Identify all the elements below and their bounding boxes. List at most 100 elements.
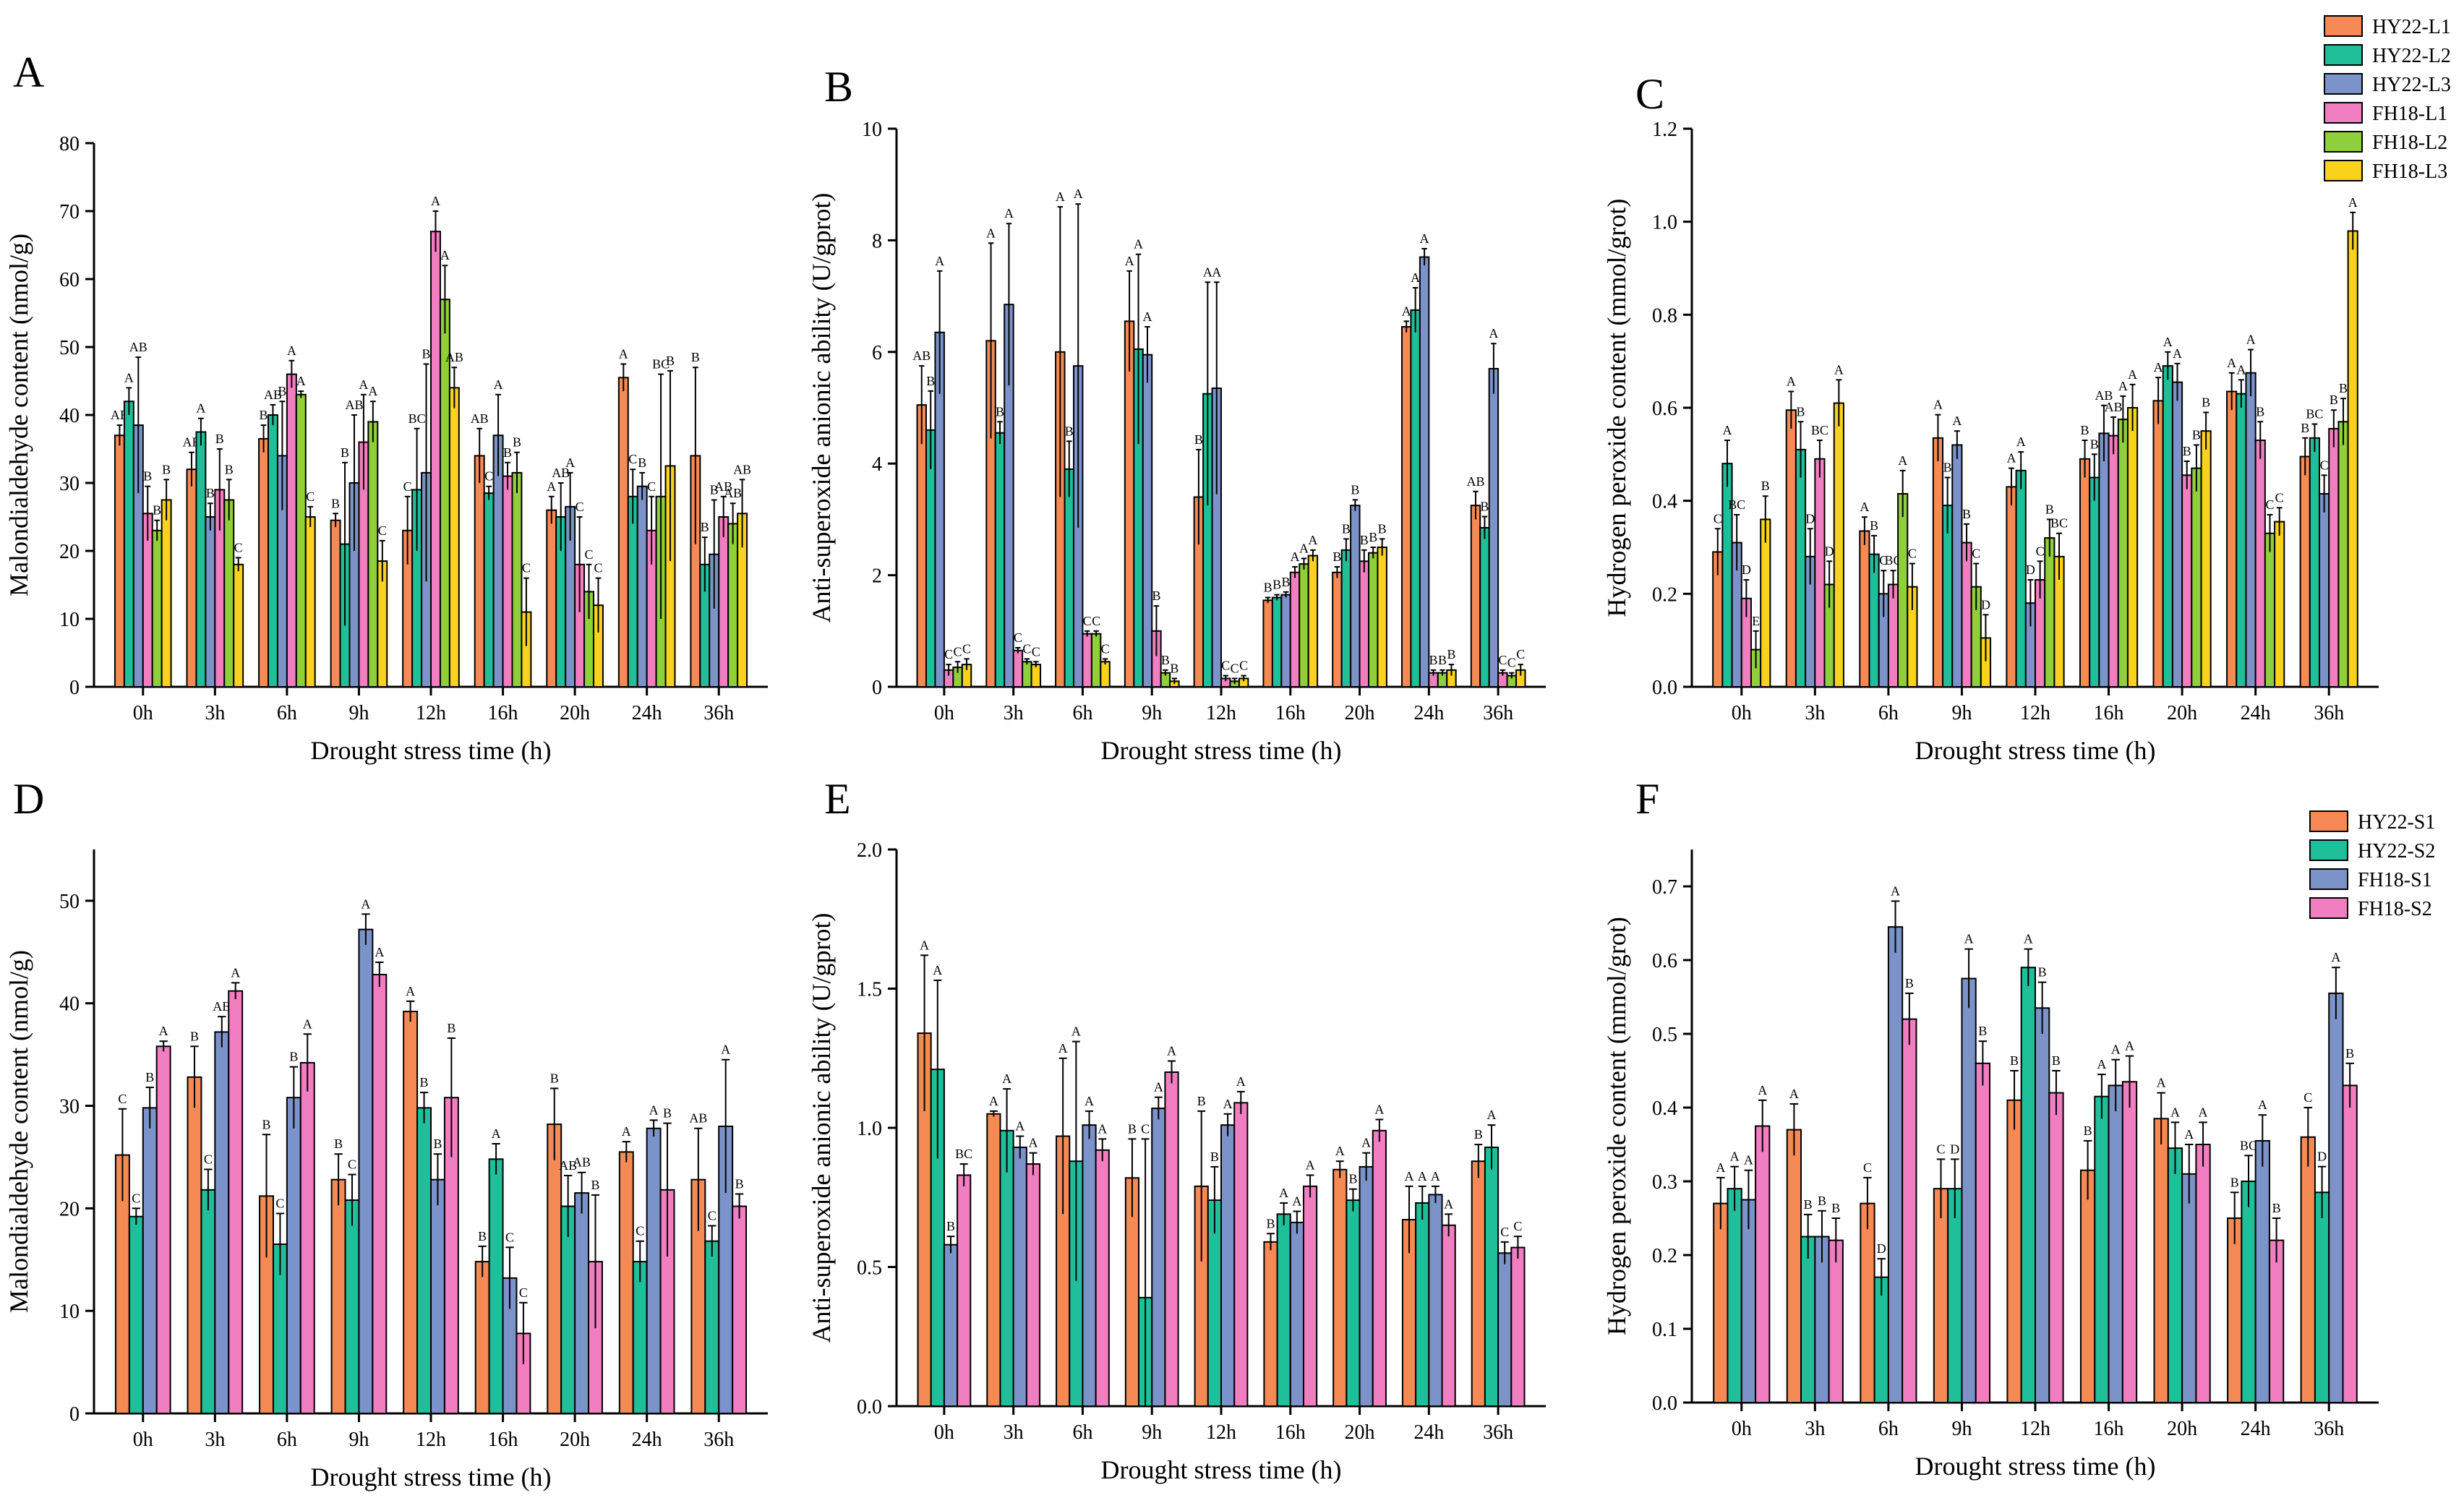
significance-label: B bbox=[1818, 1194, 1826, 1208]
bar bbox=[1340, 549, 1352, 688]
significance-label: A bbox=[196, 401, 205, 416]
bar bbox=[646, 1127, 662, 1415]
bar bbox=[2094, 1095, 2110, 1403]
significance-label: AB bbox=[912, 348, 931, 363]
significance-label: C bbox=[1101, 641, 1110, 656]
significance-label: A bbox=[1098, 1121, 1107, 1136]
bar bbox=[2299, 455, 2311, 688]
bar bbox=[1100, 661, 1111, 688]
significance-label: D bbox=[1877, 1241, 1886, 1256]
bar bbox=[2171, 381, 2183, 688]
significance-label: A bbox=[986, 226, 996, 240]
x-tick-label: 24h bbox=[1413, 1421, 1444, 1444]
significance-label: A bbox=[1444, 1197, 1453, 1211]
bar bbox=[1095, 1149, 1110, 1408]
significance-label: A bbox=[440, 248, 450, 262]
bar bbox=[632, 1261, 648, 1415]
significance-label: C bbox=[275, 1196, 284, 1210]
significance-label: B bbox=[1378, 521, 1387, 536]
bar bbox=[142, 1107, 158, 1415]
significance-label: C bbox=[647, 479, 656, 494]
bar bbox=[2098, 432, 2110, 688]
significance-label: C bbox=[1513, 1219, 1522, 1233]
x-tick-label: 3h bbox=[205, 702, 225, 724]
bar bbox=[195, 431, 207, 688]
significance-label: C bbox=[576, 500, 584, 514]
bar bbox=[2044, 537, 2056, 688]
bar bbox=[233, 563, 244, 688]
y-axis-label: Anti-superoxide anionic ability (U/gprot… bbox=[807, 193, 836, 623]
significance-label: A bbox=[1335, 1144, 1345, 1158]
significance-label: B bbox=[2230, 1175, 2239, 1189]
bar bbox=[627, 495, 638, 688]
significance-label: B bbox=[1962, 507, 1971, 521]
significance-label: B bbox=[1065, 424, 1074, 438]
significance-label: A bbox=[2227, 356, 2236, 370]
bar bbox=[1025, 1163, 1041, 1408]
bar bbox=[2342, 1084, 2358, 1404]
bar bbox=[2254, 1139, 2270, 1404]
x-tick-label: 9h bbox=[348, 1429, 369, 1451]
bar bbox=[1082, 633, 1092, 688]
bar bbox=[1350, 505, 1361, 688]
significance-label: C bbox=[1221, 659, 1230, 673]
bar bbox=[2035, 1007, 2050, 1404]
significance-label: A bbox=[1374, 1102, 1384, 1116]
significance-label: B bbox=[926, 374, 935, 388]
bar bbox=[1263, 1241, 1278, 1407]
bar bbox=[2200, 430, 2212, 688]
y-tick-label: 1.0 bbox=[857, 1118, 882, 1140]
significance-label: B bbox=[278, 384, 286, 398]
significance-label: A bbox=[2125, 1039, 2134, 1053]
significance-label: B bbox=[2010, 1053, 2019, 1068]
bar bbox=[1961, 977, 1977, 1403]
significance-label: B bbox=[143, 469, 152, 484]
significance-label: B bbox=[422, 347, 431, 361]
significance-label: B bbox=[638, 455, 646, 470]
bar bbox=[474, 455, 485, 688]
bar bbox=[2089, 476, 2100, 688]
legend-label: FH18-S1 bbox=[2358, 869, 2432, 891]
significance-label: A bbox=[1405, 1169, 1414, 1183]
bar bbox=[1346, 1199, 1361, 1407]
significance-label: B bbox=[447, 1021, 455, 1035]
significance-label: B bbox=[1152, 588, 1160, 603]
significance-label: A bbox=[2157, 1076, 2166, 1090]
significance-label: A bbox=[1891, 883, 1900, 898]
legend-label: FH18-L2 bbox=[2372, 132, 2447, 154]
y-tick-label: 0.8 bbox=[1652, 304, 1677, 327]
significance-label: B bbox=[701, 520, 709, 534]
significance-label: D bbox=[2317, 1150, 2327, 1164]
significance-label: B bbox=[2084, 1123, 2092, 1138]
bar bbox=[403, 1011, 419, 1414]
bar bbox=[2167, 1147, 2183, 1403]
bar bbox=[2121, 1081, 2138, 1404]
x-tick-label: 36h bbox=[2314, 702, 2344, 724]
x-tick-label: 12h bbox=[2020, 1418, 2050, 1440]
significance-label: C bbox=[522, 561, 531, 575]
bar bbox=[2314, 1191, 2330, 1404]
panel-letter: B bbox=[824, 63, 853, 111]
bar bbox=[448, 387, 460, 688]
significance-label: A bbox=[1964, 932, 1974, 946]
significance-label: A bbox=[2258, 1097, 2267, 1112]
significance-label: B bbox=[2192, 427, 2201, 442]
significance-label: C bbox=[1972, 547, 1980, 561]
significance-label: B bbox=[2090, 437, 2099, 451]
y-tick-label: 10 bbox=[862, 119, 882, 141]
significance-label: A bbox=[296, 374, 306, 388]
significance-label: C bbox=[2303, 1090, 2312, 1105]
significance-label: A bbox=[1002, 1071, 1011, 1086]
bar bbox=[155, 1045, 171, 1414]
significance-label: C bbox=[2275, 490, 2284, 505]
significance-label: B bbox=[2301, 421, 2309, 435]
bar bbox=[1012, 1146, 1027, 1407]
bar bbox=[1868, 553, 1880, 688]
y-tick-label: 0.6 bbox=[1652, 398, 1677, 420]
y-axis-label: Anti-superoxide anionic ability (U/gprot… bbox=[807, 913, 836, 1343]
panel-letter: D bbox=[13, 775, 44, 823]
bar bbox=[511, 471, 523, 688]
significance-label: C bbox=[1231, 661, 1239, 675]
y-tick-label: 50 bbox=[59, 891, 80, 913]
